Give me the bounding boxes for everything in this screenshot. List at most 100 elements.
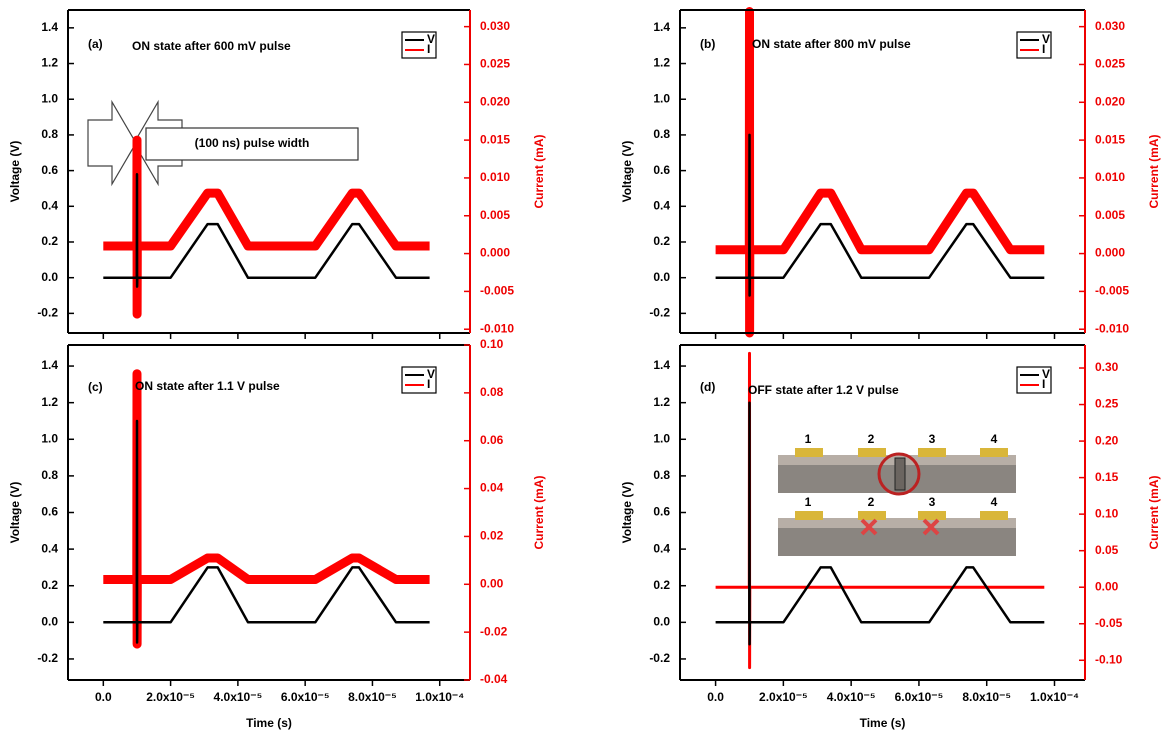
panel-title: ON state after 600 mV pulse (132, 39, 291, 53)
y-tick-label: 1.2 (41, 56, 58, 70)
y2-tick-label: 0.015 (1095, 132, 1125, 146)
y2-tick-label: 0.05 (1095, 543, 1119, 557)
y-tick-label: 1.2 (653, 56, 670, 70)
y2-tick-label: 0.005 (480, 208, 510, 222)
y-tick-label: 1.4 (41, 358, 58, 372)
x-tick-label: 4.0x10⁻⁵ (827, 690, 876, 704)
y-tick-label: -0.2 (37, 306, 58, 320)
y-tick-label: 0.2 (41, 578, 58, 592)
y2-tick-label: -0.005 (480, 284, 514, 298)
y2-tick-label: -0.10 (1095, 652, 1123, 666)
inset-label: 1 (805, 432, 812, 446)
panel-title: OFF state after 1.2 V pulse (748, 383, 899, 397)
legend-label: V (1042, 32, 1050, 46)
x-tick-label: 1.0x10⁻⁴ (1030, 690, 1079, 704)
inset-label: 4 (991, 432, 998, 446)
panel-label: (c) (88, 380, 103, 394)
y2-tick-label: 0.02 (480, 529, 504, 543)
y-tick-label: 0.4 (653, 541, 670, 555)
y-tick-label: 0.2 (653, 234, 670, 248)
y2-tick-label: 0.010 (1095, 170, 1125, 184)
x-tick-label: 6.0x10⁻⁵ (281, 690, 330, 704)
y-tick-label: 0.2 (653, 578, 670, 592)
current-trace (103, 369, 430, 649)
y2-tick-label: 0.10 (480, 337, 504, 351)
y-tick-label: -0.2 (649, 306, 670, 320)
film (778, 518, 1016, 528)
y-axis-label: Voltage (V) (8, 482, 22, 544)
y2-tick-label: 0.10 (1095, 506, 1119, 520)
panel-label: (b) (700, 37, 715, 51)
y-tick-label: -0.2 (649, 651, 670, 665)
legend-box (1016, 31, 1052, 59)
y-axis-label: Voltage (V) (620, 141, 634, 203)
y-tick-label: 0.6 (653, 163, 670, 177)
y2-tick-label: 0.00 (1095, 579, 1119, 593)
voltage-trace (103, 172, 430, 288)
y-tick-label: 0.8 (41, 468, 58, 482)
filament (894, 457, 906, 491)
legend-box (401, 31, 437, 59)
x-tick-label: 6.0x10⁻⁵ (895, 690, 944, 704)
y2-tick-label: 0.20 (1095, 433, 1119, 447)
electrode (918, 448, 946, 457)
device-inset (778, 448, 1016, 556)
legend-box (401, 366, 437, 394)
y-tick-label: -0.2 (37, 651, 58, 665)
inset-label: 2 (868, 495, 875, 509)
y-tick-label: 0.4 (41, 541, 58, 555)
y-tick-label: 1.4 (653, 358, 670, 372)
y2-tick-label: -0.02 (480, 624, 508, 638)
x-tick-label: 0.0 (707, 690, 724, 704)
y-tick-label: 0.8 (653, 127, 670, 141)
x-tick-label: 4.0x10⁻⁵ (214, 690, 263, 704)
x-tick-label: 1.0x10⁻⁴ (415, 690, 464, 704)
legend-label: I (1042, 377, 1045, 391)
legend-label: V (1042, 367, 1050, 381)
x-tick-label: 0.0 (95, 690, 112, 704)
x-axis-label: Time (s) (860, 716, 906, 730)
y2-tick-label: 0.005 (1095, 208, 1125, 222)
inset-label: 3 (929, 432, 936, 446)
y-tick-label: 0.6 (41, 505, 58, 519)
y2-tick-label: 0.030 (1095, 19, 1125, 33)
highlight-circle (877, 452, 921, 496)
inset-label: 4 (991, 495, 998, 509)
y2-tick-label: 0.08 (480, 385, 504, 399)
y2-tick-label: 0.00 (480, 576, 504, 590)
current-trace (715, 7, 1045, 338)
y-tick-label: 0.0 (41, 270, 58, 284)
panel-label: (a) (88, 37, 103, 51)
y-axis-label: Voltage (V) (8, 141, 22, 203)
y-tick-label: 1.2 (41, 395, 58, 409)
y2-tick-label: 0.025 (1095, 57, 1125, 71)
y-tick-label: 0.4 (653, 198, 670, 212)
electrode (918, 511, 946, 520)
y-tick-label: 1.2 (653, 395, 670, 409)
y2-axis-label: Current (mA) (532, 475, 546, 549)
y-tick-label: 0.6 (41, 163, 58, 177)
x-tick-label: 2.0x10⁻⁵ (146, 690, 195, 704)
y-tick-label: 0.0 (653, 615, 670, 629)
y2-tick-label: 0.015 (480, 132, 510, 146)
voltage-trace (715, 133, 1045, 297)
y-tick-label: 1.0 (653, 91, 670, 105)
y-tick-label: 1.0 (653, 431, 670, 445)
inset-label: 1 (805, 495, 812, 509)
y2-tick-label: 0.000 (1095, 246, 1125, 260)
y-tick-label: 0.4 (41, 198, 58, 212)
y-tick-label: 1.4 (653, 20, 670, 34)
y2-tick-label: 0.030 (480, 19, 510, 33)
annotation: (100 ns) pulse width (195, 136, 310, 150)
electrode (795, 511, 823, 520)
legend-label: I (427, 377, 430, 391)
y2-tick-label: 0.25 (1095, 397, 1119, 411)
y-tick-label: 0.8 (41, 127, 58, 141)
y2-tick-label: 0.000 (480, 246, 510, 260)
electrode (858, 511, 886, 520)
y2-tick-label: -0.04 (480, 672, 508, 686)
voltage-trace (715, 401, 1045, 646)
y2-tick-label: -0.010 (1095, 321, 1129, 335)
